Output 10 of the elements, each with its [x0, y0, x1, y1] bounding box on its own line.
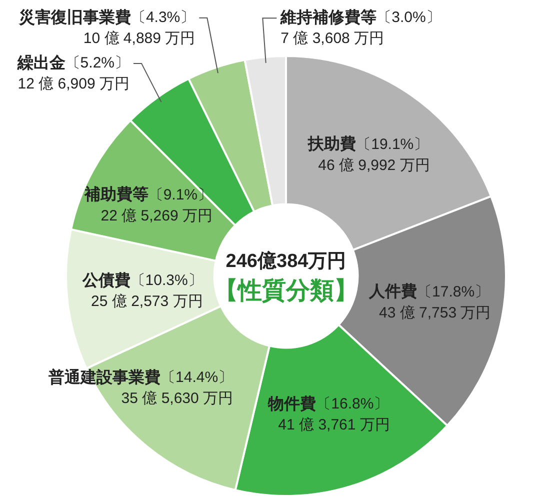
slice-label: 維持補修費等〔3.0%〕 7 億 3,608 万円 [280, 8, 441, 48]
slice-label: 公債費〔10.3%〕 25 億 2,573 万円 [81, 271, 203, 310]
text: 【性質分類】 [214, 278, 358, 305]
slice-label: 人件費〔17.8%〕 43 億 7,753 万円 [368, 282, 491, 322]
slice-label: 災害復旧事業費〔4.3%〕 10 億 4,889 万円 [18, 7, 196, 48]
slice-label: 扶助費〔19.1%〕 46 億 9,992 万円 [307, 135, 430, 174]
slice-label: 物件費〔16.8%〕 41 億 3,761 万円 [267, 394, 390, 434]
slice-label: 繰出金〔5.2%〕 12 億 6,909 万円 [16, 54, 130, 93]
text: 246億384万円 [226, 250, 346, 272]
slice-label: 普通建設事業費〔14.4%〕 35 億 5,630 万円 [48, 367, 234, 408]
